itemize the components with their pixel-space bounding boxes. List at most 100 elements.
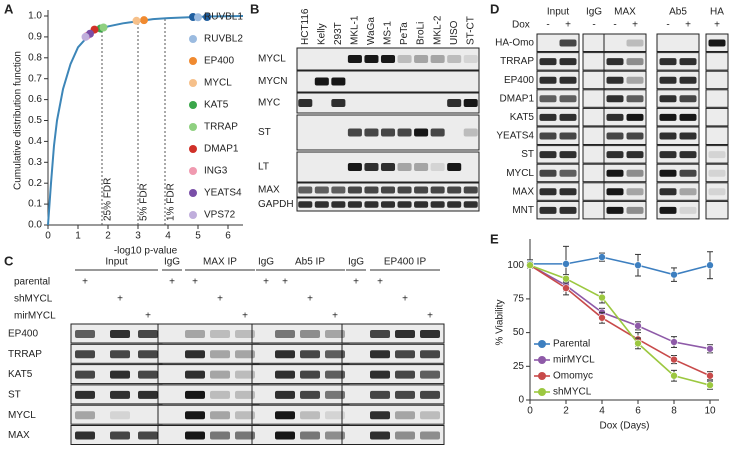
row-label: GAPDH xyxy=(258,199,294,210)
blot-box xyxy=(656,145,700,164)
blot-band xyxy=(626,206,644,214)
row-label: TRRAP xyxy=(500,56,534,67)
blot-band xyxy=(626,76,644,84)
blot-box xyxy=(705,107,729,127)
y-tick-label: 0.5 xyxy=(28,115,42,126)
blot-band xyxy=(395,330,415,338)
sign: + xyxy=(714,20,720,31)
row-label: ST xyxy=(521,149,534,160)
blot-band xyxy=(395,370,415,379)
legend-marker xyxy=(538,340,546,348)
plus-sign: + xyxy=(402,294,408,305)
blot-band xyxy=(347,186,362,194)
x-tick-label: 0 xyxy=(45,231,51,242)
legend-label: shMYCL xyxy=(553,387,592,398)
blot-box xyxy=(536,52,580,71)
group-label: Input xyxy=(547,7,569,18)
x-tick-label: 0 xyxy=(527,406,533,417)
blot-box xyxy=(341,404,445,425)
blot-box xyxy=(603,89,647,108)
blot-band xyxy=(75,411,95,420)
blot-band xyxy=(606,58,624,66)
blot-band xyxy=(606,113,624,121)
blot-band xyxy=(708,169,726,177)
blot-band xyxy=(370,431,390,440)
blot-band xyxy=(210,390,230,399)
point xyxy=(634,339,642,348)
blot-box xyxy=(536,145,580,164)
blot-band xyxy=(626,188,644,196)
blot-band xyxy=(210,350,230,359)
group-label: Input xyxy=(105,257,127,268)
row-label: MYCN xyxy=(258,76,287,87)
blot-band xyxy=(626,151,644,159)
blot-box xyxy=(705,145,729,164)
fdr-label: 25% FDR xyxy=(103,178,114,221)
blot-band xyxy=(447,55,462,63)
series-line xyxy=(529,264,711,386)
blot-band xyxy=(347,163,362,171)
blot-band xyxy=(708,39,726,47)
point xyxy=(706,371,714,380)
blot-band xyxy=(708,188,726,196)
y-axis-label: % Viability xyxy=(495,300,506,346)
blot-band xyxy=(463,55,478,63)
blot-band xyxy=(380,55,396,63)
blot-box xyxy=(603,52,647,71)
condition-label: parental xyxy=(14,277,50,288)
blot-band xyxy=(364,55,379,63)
blot-band xyxy=(235,411,255,420)
blot-band xyxy=(420,370,440,379)
x-tick-label: 4 xyxy=(165,231,171,242)
blot-band xyxy=(539,58,557,66)
plus-sign: + xyxy=(282,277,288,288)
blot-box xyxy=(536,126,580,145)
blot-band xyxy=(235,330,255,338)
series-line xyxy=(529,264,711,377)
blot-band xyxy=(275,370,295,379)
y-tick-label: 1.0 xyxy=(28,11,42,22)
blot-band xyxy=(185,330,205,338)
fdr-label: 1% FDR xyxy=(166,183,177,221)
blot-band xyxy=(75,370,95,379)
blot-box xyxy=(536,163,580,183)
blot-band xyxy=(395,350,415,359)
blot-band xyxy=(679,132,697,140)
lane-label: UISO xyxy=(449,20,460,45)
y-tick-label: 0.8 xyxy=(28,52,42,63)
blot-band xyxy=(606,132,624,140)
blot-band xyxy=(235,390,255,399)
blot-band xyxy=(626,58,644,66)
plus-sign: + xyxy=(427,311,433,322)
blot-band xyxy=(463,99,478,107)
legend-marker xyxy=(189,211,197,219)
blot-band xyxy=(430,201,445,208)
blot-band xyxy=(659,151,677,159)
blot-band xyxy=(463,186,478,194)
legend-marker xyxy=(189,167,197,175)
blot-band xyxy=(210,431,230,440)
point xyxy=(562,274,570,283)
blot-band xyxy=(606,206,624,214)
lane-label: MKL-1 xyxy=(350,15,361,45)
sign: - xyxy=(613,20,616,31)
row-label: TRRAP xyxy=(8,349,42,360)
x-tick-label: 2 xyxy=(105,231,111,242)
row-label: MYCL xyxy=(258,54,286,65)
blot-band xyxy=(347,55,362,63)
blot-box xyxy=(536,182,580,201)
blot-band xyxy=(679,113,697,121)
group-label: Ab5 IP xyxy=(295,257,325,268)
blot-band xyxy=(659,58,677,66)
series-line xyxy=(529,264,711,350)
blot-band xyxy=(275,350,295,359)
blot-band xyxy=(447,201,462,208)
blot-box xyxy=(582,107,606,127)
blot-band xyxy=(659,206,677,214)
gene-point xyxy=(81,32,90,41)
plus-sign: + xyxy=(332,311,338,322)
blot-band xyxy=(659,76,677,84)
blot-box xyxy=(705,182,729,201)
blot-box xyxy=(341,323,445,344)
